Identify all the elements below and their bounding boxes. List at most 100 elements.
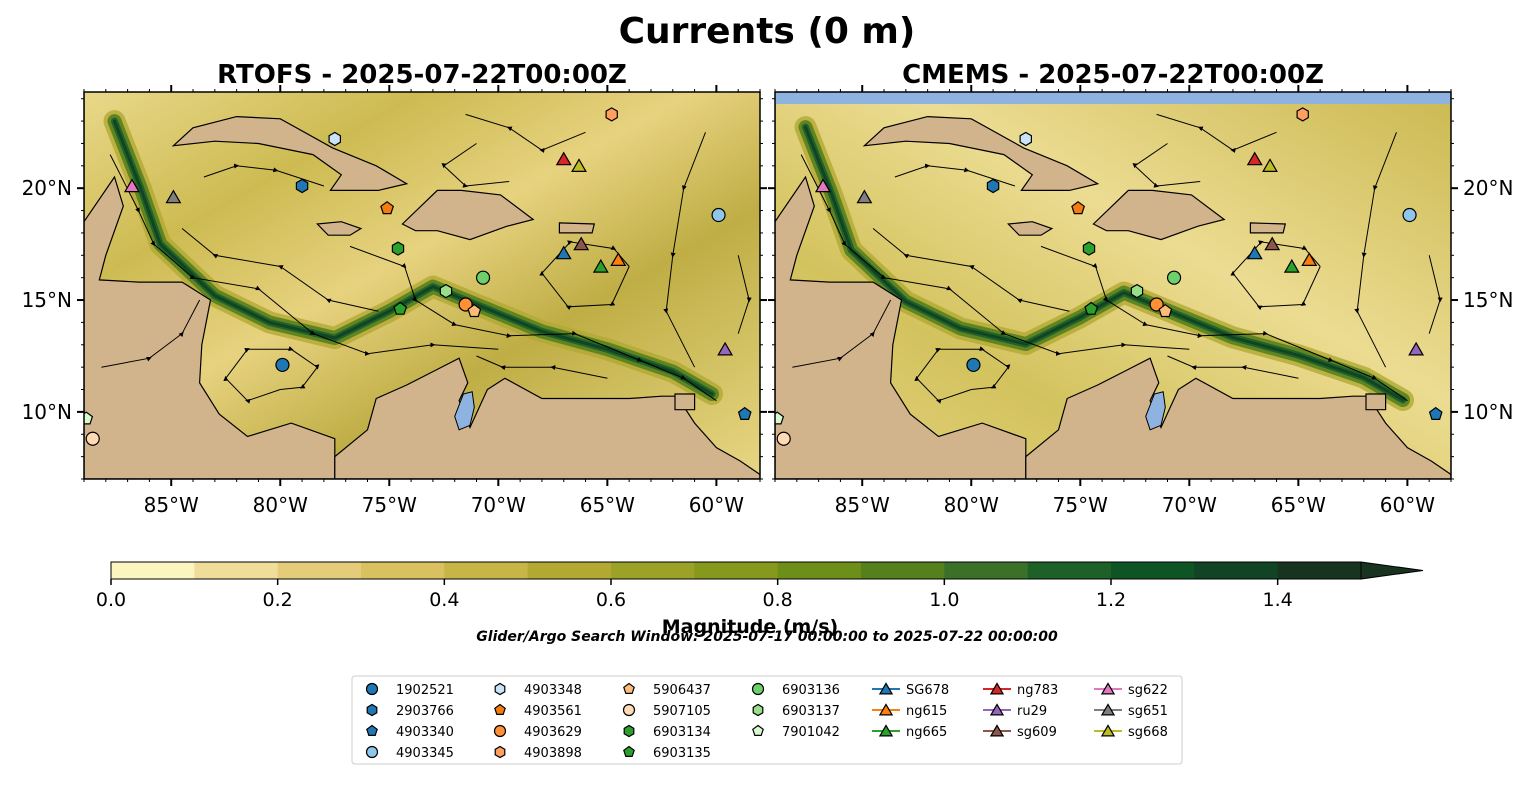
glider-ng665-marker	[1283, 258, 1300, 273]
glider-sg609-marker	[1264, 236, 1281, 251]
legend-label: sg609	[1017, 725, 1057, 740]
colorbar-extend-arrow	[1360, 561, 1424, 580]
streamline	[1230, 240, 1321, 311]
legend-ng615-marker	[878, 703, 894, 716]
map-panel-rtofs: RTOFS - 2025-07-22T00:00Z 85°W 80°W 75°W 70…	[22, 60, 767, 517]
colorbar-tick-label: 0.0	[96, 589, 126, 611]
glider-ng665-marker	[592, 258, 609, 273]
argo-float-6903134-marker	[1082, 241, 1096, 256]
streamline	[1354, 132, 1397, 368]
argo-float-6903137-marker	[1130, 283, 1144, 299]
glider-SG678-marker	[555, 245, 572, 260]
land-polygon	[862, 115, 1100, 191]
legend-5906437-marker	[623, 682, 635, 695]
land-polygon	[171, 115, 409, 191]
lon-tick-label: 70°W	[1162, 493, 1217, 517]
glider-sg668-marker	[1262, 158, 1278, 172]
legend-ng783-marker	[989, 682, 1005, 695]
legend-6903134-marker	[623, 724, 635, 738]
argo-float-4903348-marker	[1019, 131, 1033, 147]
legend-7901042-marker	[752, 724, 764, 737]
legend-sg622-marker	[1100, 682, 1116, 695]
glider-ng783-marker	[555, 151, 572, 166]
argo-float-1902521-marker	[966, 357, 981, 373]
colorbar-segment	[444, 562, 529, 579]
legend-frame	[351, 675, 1183, 765]
argo-float-4903340-marker	[737, 406, 752, 420]
map-area-rtofs: 85°W 80°W 75°W 70°W 65°W 60°W 10°N 15°N 20°N	[22, 85, 767, 517]
argo-float-2903766-marker	[986, 178, 1000, 194]
streamline	[1156, 113, 1277, 153]
no-data-strip	[775, 92, 1451, 104]
lon-tick-label: 60°W	[1380, 493, 1435, 517]
glider-ru29-marker	[1408, 341, 1425, 356]
legend-label: ng783	[1017, 683, 1058, 698]
legend-6903137-marker	[752, 703, 764, 717]
argo-float-4903629-marker	[458, 297, 473, 312]
glider-SG678-marker	[1246, 245, 1263, 260]
colorbar-segment	[111, 562, 195, 579]
argo-float-6903136-marker	[475, 270, 491, 285]
colorbar-tick-label: 0.8	[763, 589, 793, 611]
argo-float-4903345-marker	[1402, 207, 1417, 223]
colorbar-segment	[1027, 562, 1112, 579]
lon-tick-label: 60°W	[689, 493, 744, 517]
streamline	[1132, 143, 1201, 188]
legend-5907105-marker	[622, 703, 636, 717]
map-area-cmems: 85°W 80°W 75°W 70°W 65°W 60°W 10°N 15°N 20°N	[768, 85, 1513, 517]
streamline	[465, 113, 586, 153]
legend-label: 4903561	[524, 704, 582, 719]
land-polygon	[1365, 393, 1387, 411]
colorbar-tick-label: 1.4	[1263, 589, 1293, 611]
colorbar-tick-label: 1.2	[1096, 589, 1126, 611]
legend-label: sg651	[1128, 704, 1168, 719]
lon-tick-label: 85°W	[835, 493, 890, 517]
colorbar-segment	[1277, 562, 1362, 579]
legend-ru29-marker	[989, 703, 1005, 716]
streamline	[476, 355, 608, 379]
legend-label: sg622	[1128, 683, 1168, 698]
panel-title-rtofs: RTOFS - 2025-07-22T00:00Z	[217, 60, 627, 90]
glider-sg651-marker	[165, 189, 182, 204]
argo-float-4903561-marker	[380, 201, 395, 215]
colorbar-segment	[777, 562, 862, 579]
map-frame	[774, 91, 1452, 480]
glider-sg668-marker	[571, 158, 587, 172]
land-polygon	[1249, 222, 1287, 234]
lake-polygon	[1145, 391, 1166, 431]
legend-4903629-marker	[493, 724, 507, 738]
streamline	[181, 228, 379, 312]
legend-4903340-marker	[366, 724, 378, 737]
streamline	[223, 346, 320, 404]
legend-label: 2903766	[396, 704, 454, 719]
legend-label: 4903345	[396, 746, 454, 761]
legend-4903348-marker	[494, 682, 506, 696]
argo-float-4903629-marker	[1149, 297, 1164, 312]
argo-float-4903561-marker	[1071, 201, 1086, 215]
legend-sg668-marker	[1100, 724, 1116, 737]
legend-4903898-marker	[494, 745, 506, 759]
colorbar-segment	[527, 562, 612, 579]
argo-float-4903898-marker	[605, 107, 618, 122]
map-layers	[84, 92, 760, 479]
streamline	[792, 299, 892, 368]
glider-sg622-marker	[814, 178, 831, 193]
argo-float-7901042-marker	[775, 411, 785, 425]
argo-float-5906437-marker	[1158, 303, 1173, 318]
lake-polygon	[454, 391, 475, 431]
colorbar-segment	[861, 562, 945, 579]
glider-ng783-marker	[1246, 151, 1263, 166]
legend-SG678-marker	[878, 682, 894, 695]
legend-1902521-marker	[365, 682, 379, 696]
streamline	[894, 163, 1016, 187]
land-polygon	[674, 393, 696, 411]
argo-float-6903136-marker	[1166, 270, 1182, 285]
map-frame	[83, 91, 761, 480]
glider-sg651-marker	[856, 189, 873, 204]
argo-float-4903340-marker	[1428, 406, 1443, 420]
legend-label: 7901042	[782, 725, 840, 740]
legend-label: 4903340	[396, 725, 454, 740]
legend-label: 5907105	[653, 704, 711, 719]
legend-sg609-marker	[989, 724, 1005, 737]
legend: 1902521 2903766 4903340 4903345 4903348 49035…	[351, 675, 1183, 765]
